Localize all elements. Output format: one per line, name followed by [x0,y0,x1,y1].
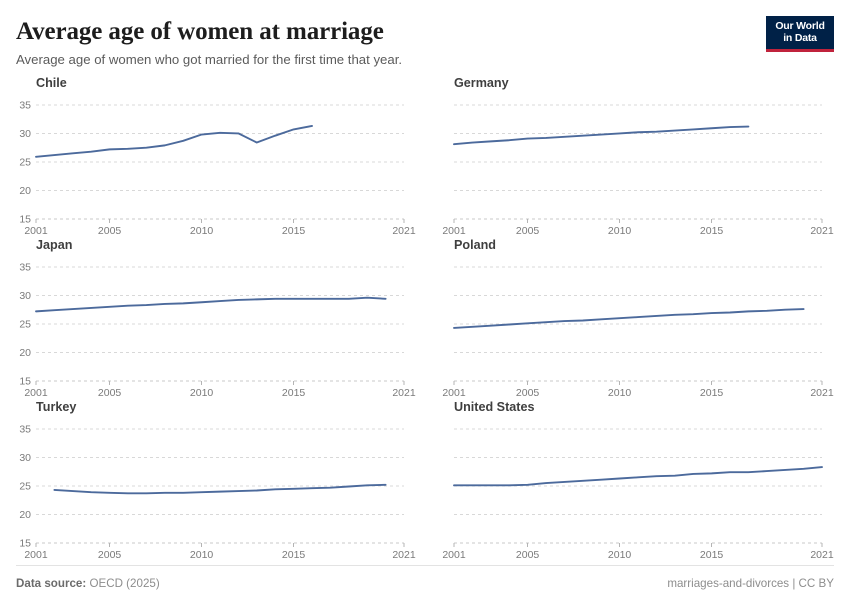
panel-plot-area[interactable]: 15 20 25 30 35 2001 2005 2010 2015 2021 [16,416,416,563]
logo-line-2: in Data [783,31,817,44]
data-source: Data source: OECD (2025) [16,577,160,590]
x-axis-tick-label: 2001 [24,225,48,237]
y-axis-tick-label: 35 [19,424,31,436]
x-axis-tick-label: 2010 [608,387,632,399]
line-chart-svg: 2001 2005 2010 2015 2021 [442,428,834,561]
y-axis-tick-label: 15 [19,538,31,550]
page-title: Average age of women at marriage [16,18,384,45]
x-axis-tick-label: 2005 [516,549,540,561]
y-axis-tick-label: 15 [19,214,31,226]
x-axis-tick-label: 2010 [190,549,214,561]
y-axis-tick-label: 20 [19,185,31,197]
panel-title: Poland [454,238,496,253]
x-axis-tick-label: 2021 [810,387,834,399]
small-multiples-grid: Chile 15 20 25 30 35 2001 2005 2010 2015 2021 Germa… [16,76,834,563]
panel-title: Japan [36,238,73,253]
chart-panel-germany: Germany 2001 2005 2010 2015 2021 [434,76,834,239]
y-axis-tick-label: 30 [19,290,31,302]
x-axis-tick-label: 2005 [516,225,540,237]
y-axis-tick-label: 35 [19,100,31,112]
x-axis-tick-label: 2010 [608,549,632,561]
x-axis-tick-label: 2005 [98,549,122,561]
line-chart-svg: 15 20 25 30 35 2001 2005 2010 2015 2021 [19,100,416,238]
series-line-germany [453,125,750,146]
chart-panel-japan: Japan 15 20 25 30 35 2001 2005 2010 2015 2021 [16,238,416,401]
line-chart-svg: 15 20 25 30 35 2001 2005 2010 2015 2021 [19,424,416,562]
y-axis-tick-label: 25 [19,481,31,493]
logo-line-1: Our World [775,20,825,32]
x-axis-tick-label: 2021 [392,549,416,561]
y-axis-tick-label: 30 [19,128,31,140]
series-line-chile [35,125,313,158]
x-axis-tick-label: 2015 [282,549,306,561]
x-axis-tick-label: 2015 [700,549,724,561]
y-axis-tick-label: 35 [19,262,31,274]
panel-plot-area[interactable]: 15 20 25 30 35 2001 2005 2010 2015 2021 [16,92,416,239]
x-axis-tick-label: 2010 [608,225,632,237]
our-world-in-data-logo[interactable]: Our World in Data [766,16,834,52]
x-axis-tick-label: 2001 [442,549,466,561]
chart-footer: Data source: OECD (2025) marriages-and-d… [16,565,834,600]
y-axis-tick-label: 25 [19,157,31,169]
y-axis-tick-label: 20 [19,347,31,359]
y-axis-tick-label: 15 [19,376,31,388]
panel-plot-area[interactable]: 2001 2005 2010 2015 2021 [434,254,834,401]
chart-panel-united-states: United States 2001 2005 2010 2015 2021 [434,400,834,563]
chart-panel-poland: Poland 2001 2005 2010 2015 2021 [434,238,834,401]
y-axis-tick-label: 20 [19,509,31,521]
series-line-japan [35,296,387,313]
panel-title: Germany [454,76,509,91]
y-axis-tick-label: 25 [19,319,31,331]
chart-panel-turkey: Turkey 15 20 25 30 35 2001 2005 2010 2015 2021 [16,400,416,563]
panel-title: Chile [36,76,67,91]
line-chart-svg: 15 20 25 30 35 2001 2005 2010 2015 2021 [19,262,416,400]
panel-title: Turkey [36,400,77,415]
chart-panel-chile: Chile 15 20 25 30 35 2001 2005 2010 2015 2021 [16,76,416,239]
x-axis-tick-label: 2005 [98,225,122,237]
x-axis-tick-label: 2015 [282,387,306,399]
panel-plot-area[interactable]: 15 20 25 30 35 2001 2005 2010 2015 2021 [16,254,416,401]
x-axis-tick-label: 2015 [700,387,724,399]
chart-subtitle: Average age of women who got married for… [16,52,403,67]
x-axis-tick-label: 2001 [442,225,466,237]
x-axis-tick-label: 2001 [24,549,48,561]
x-axis-tick-label: 2005 [516,387,540,399]
line-chart-svg: 2001 2005 2010 2015 2021 [442,266,834,399]
series-line-poland [453,308,805,330]
line-chart-svg: 2001 2005 2010 2015 2021 [442,104,834,237]
data-source-value: OECD (2025) [89,576,160,590]
license-note: marriages-and-divorces | CC BY [667,576,834,590]
panel-plot-area[interactable]: 2001 2005 2010 2015 2021 [434,92,834,239]
x-axis-tick-label: 2005 [98,387,122,399]
x-axis-tick-label: 2021 [392,387,416,399]
y-axis-tick-label: 30 [19,452,31,464]
x-axis-tick-label: 2010 [190,225,214,237]
x-axis-tick-label: 2010 [190,387,214,399]
series-line-united-states [453,466,823,487]
x-axis-tick-label: 2001 [442,387,466,399]
panel-title: United States [454,400,535,415]
x-axis-tick-label: 2015 [700,225,724,237]
x-axis-tick-label: 2021 [810,225,834,237]
data-source-label: Data source: [16,576,87,590]
x-axis-tick-label: 2021 [392,225,416,237]
panel-plot-area[interactable]: 2001 2005 2010 2015 2021 [434,416,834,563]
series-line-turkey [53,483,387,495]
x-axis-tick-label: 2021 [810,549,834,561]
x-axis-tick-label: 2015 [282,225,306,237]
x-axis-tick-label: 2001 [24,387,48,399]
chart-header: Average age of women at marriage Average… [16,16,834,68]
